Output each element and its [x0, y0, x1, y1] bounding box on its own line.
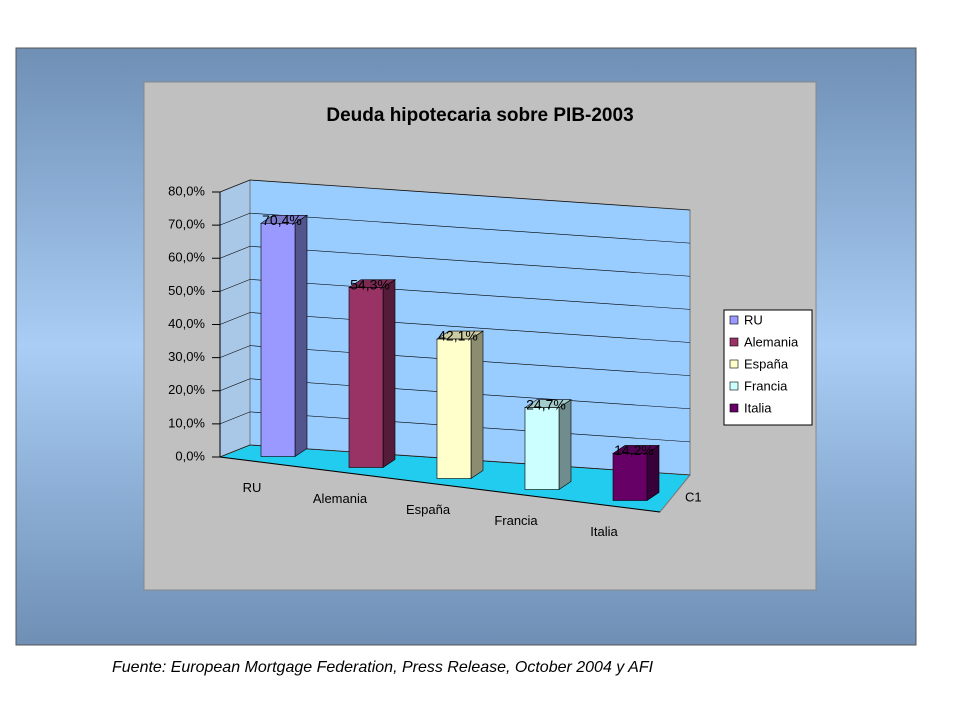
legend-label: RU	[744, 312, 763, 327]
legend-label: Alemania	[744, 334, 799, 349]
grid-line	[219, 312, 691, 343]
value-label: 54,3%	[350, 276, 390, 292]
grid-line	[219, 378, 691, 410]
bar-side	[470, 330, 484, 480]
bar-front	[524, 407, 560, 490]
value-label: 14,2%	[614, 442, 654, 458]
bar-front	[436, 338, 472, 479]
y-tick-label: 60,0%	[168, 250, 205, 265]
x-tick-label: RU	[243, 480, 262, 495]
grid-line	[219, 345, 691, 376]
source-note: Fuente: European Mortgage Federation, Pr…	[112, 659, 654, 676]
legend-label: España	[744, 356, 789, 371]
x-axis	[219, 456, 661, 513]
legend-swatch	[729, 381, 739, 391]
y-tick-label: 70,0%	[168, 217, 205, 232]
grid-line	[219, 212, 691, 244]
grid-line	[219, 279, 691, 310]
y-tick-label: 0,0%	[175, 448, 205, 463]
y-tick-label: 40,0%	[168, 316, 205, 331]
value-label: 24,7%	[526, 396, 566, 412]
y-tick-label: 30,0%	[168, 349, 205, 364]
x-tick-label: Francia	[494, 513, 538, 528]
chart-title: Deuda hipotecaria sobre PIB-2003	[326, 105, 633, 126]
y-tick-label: 10,0%	[168, 415, 205, 430]
bar-front	[612, 453, 648, 501]
value-label: 42,1%	[438, 328, 478, 344]
x-tick-label: Alemania	[313, 491, 368, 506]
y-tick-label: 50,0%	[168, 283, 205, 298]
y-tick-label: 80,0%	[168, 183, 205, 198]
bar-side	[558, 399, 572, 491]
bar-front	[260, 223, 296, 457]
legend	[723, 309, 813, 426]
legend-swatch	[729, 315, 739, 325]
y-tick-label: 20,0%	[168, 382, 205, 397]
depth-label: C1	[685, 489, 702, 504]
bar-front	[348, 287, 384, 468]
grid-line	[219, 245, 691, 277]
bar-side	[382, 279, 396, 469]
legend-label: Francia	[744, 378, 788, 393]
legend-swatch	[729, 359, 739, 369]
legend-swatch	[729, 403, 739, 413]
bar-side	[294, 214, 308, 458]
value-label: 70,4%	[262, 212, 302, 228]
x-tick-label: Italia	[590, 524, 618, 539]
legend-label: Italia	[744, 400, 772, 415]
legend-swatch	[729, 337, 739, 347]
grid-line	[219, 179, 691, 211]
x-tick-label: España	[406, 502, 451, 517]
